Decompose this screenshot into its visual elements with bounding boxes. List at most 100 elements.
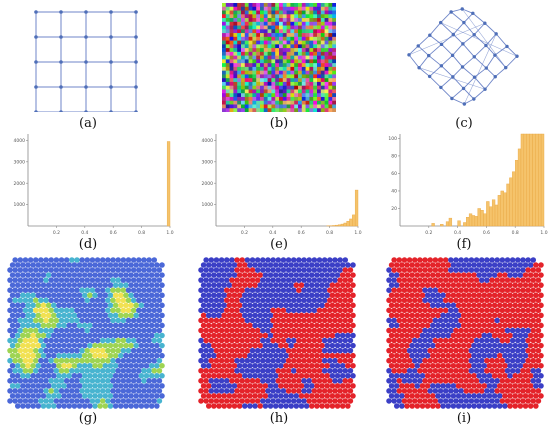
lattice-site [25,342,31,349]
pixel-cell [320,51,325,56]
lattice-site [401,398,408,404]
lattice-site [512,292,519,299]
lattice-site [92,373,98,379]
pixel-cell [332,33,337,38]
pixel-cell [290,48,295,53]
lattice-site [32,277,39,283]
histogram-bar [349,218,353,227]
lattice-site [146,378,152,384]
lattice-site [105,287,111,293]
pixel-cell [244,25,249,30]
lattice-site [468,388,475,394]
pixel-cell [248,63,253,68]
pixel-cell [301,33,306,38]
pixel-cell [248,85,253,90]
lattice-site [112,312,119,319]
lattice-site [293,322,300,329]
lattice-site [25,383,31,389]
lattice-site [236,362,243,369]
lattice-site [223,287,230,293]
lattice-site [112,322,119,329]
pixel-cell [305,74,310,79]
lattice-site [138,373,145,379]
lattice-site [275,378,282,384]
lattice-site [471,362,477,369]
lattice-site [339,383,346,389]
lattice-site [242,332,248,339]
pixel-cell [229,40,234,45]
pixel-cell [324,44,329,49]
graph-edge [451,98,465,105]
lattice-site [324,272,331,278]
pixel-cell [305,59,310,64]
lattice-site [324,373,331,379]
pixel-cell [256,89,261,94]
lattice-site [319,262,325,268]
lattice-site [522,332,529,339]
lattice-site [327,287,333,293]
lattice-site [74,277,80,283]
lattice-site [267,362,274,369]
lattice-site [66,393,73,399]
lattice-site [12,388,18,394]
lattice-site [530,307,537,314]
graph-edge [485,33,497,46]
lattice-site [422,388,428,394]
grid-node [59,60,63,64]
pixel-cell [237,74,242,79]
lattice-site [221,342,227,349]
pixel-cell [260,21,265,26]
lattice-site [463,347,470,354]
lattice-site [414,393,421,399]
pixel-cell [229,108,234,113]
lattice-site [159,292,165,299]
lattice-site [288,383,294,389]
lattice-site [200,262,207,268]
lattice-site [437,357,444,364]
pixel-cell [324,63,329,68]
graph-node [407,53,411,57]
pixel-cell [294,51,299,56]
lattice-site [489,347,495,354]
lattice-site [419,352,426,359]
lattice-site [254,307,261,314]
lattice-site [14,332,21,339]
lattice-site [89,287,96,293]
lattice-site [61,292,67,299]
lattice-site [265,398,271,404]
pixel-cell [282,18,287,23]
lattice-site [208,378,215,384]
pixel-cell [244,40,249,45]
lattice-site [56,332,62,339]
graph-node [484,43,488,48]
lattice-site [404,393,410,399]
lattice-site [442,287,449,293]
lattice-site [115,257,121,263]
x-tick-label: 0.6 [483,230,490,236]
lattice-site [486,373,493,379]
lattice-site [298,393,305,399]
lattice-site [283,292,289,299]
pixel-cell [320,40,325,45]
lattice-site [94,327,101,334]
graph-edge [473,56,487,69]
lattice-site [388,312,395,319]
lattice-site [288,302,294,309]
lattice-site [99,277,106,283]
lattice-site [272,383,279,389]
lattice-site [484,257,490,263]
lattice-site [339,322,346,329]
pixel-cell [324,81,329,86]
lattice-site [262,373,269,379]
pixel-cell [267,66,272,71]
lattice-site [491,332,498,339]
graph-edge [485,67,496,78]
lattice-site [393,352,400,359]
lattice-site [309,362,315,369]
lattice-site [211,393,217,399]
pixel-cell [260,70,265,75]
lattice-site [489,277,495,283]
pixel-cell [256,40,261,45]
grid-node [109,10,113,14]
lattice-site [112,262,119,268]
